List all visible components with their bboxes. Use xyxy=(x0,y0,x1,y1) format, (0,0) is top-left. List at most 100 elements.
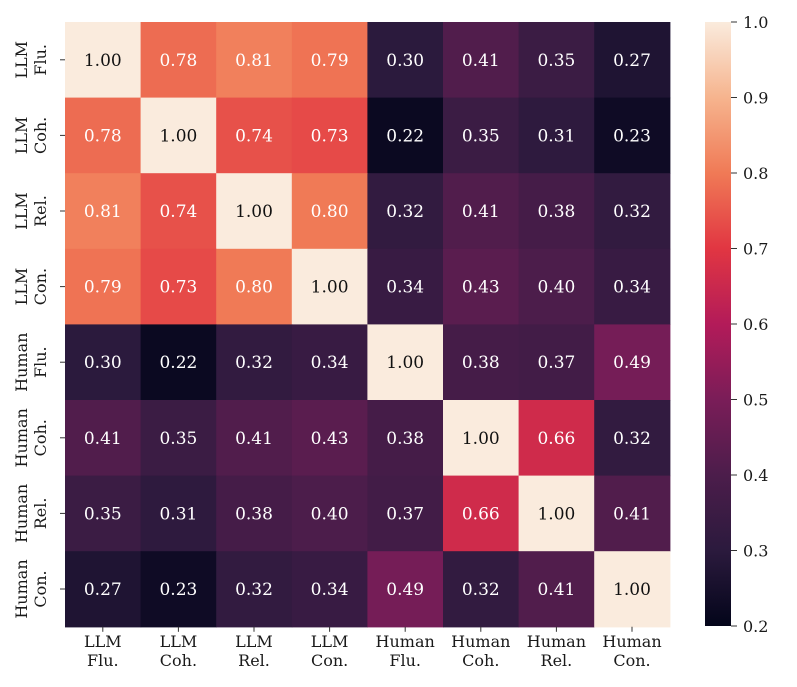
cell-value-label: 0.31 xyxy=(537,126,575,146)
heatmap-cell xyxy=(65,324,142,401)
cell-value-label: 0.80 xyxy=(235,278,273,298)
heatmap-cell xyxy=(443,475,520,552)
cell-value-label: 0.79 xyxy=(311,51,349,71)
cell-value-label: 0.34 xyxy=(311,580,349,600)
colorbar-tick-label: 0.2 xyxy=(743,617,768,636)
cell-value-label: 0.43 xyxy=(311,429,349,449)
heatmap-cell xyxy=(518,551,595,628)
column-tick-label: Human Con. xyxy=(602,632,661,670)
heatmap-cell xyxy=(291,475,368,552)
heatmap-cell xyxy=(291,400,368,477)
heatmap-cell xyxy=(518,248,595,325)
cell-value-label: 1.00 xyxy=(613,580,651,600)
heatmap-cell xyxy=(594,97,671,174)
cell-value-label: 0.38 xyxy=(537,202,575,222)
cell-value-label: 0.66 xyxy=(462,504,500,524)
colorbar-tick-label: 0.3 xyxy=(743,542,768,561)
cell-value-label: 0.81 xyxy=(235,51,273,71)
heatmap-cell xyxy=(140,551,217,628)
cell-value-label: 0.73 xyxy=(311,126,349,146)
cell-value-label: 1.00 xyxy=(386,353,424,373)
heatmap-cell xyxy=(443,22,520,99)
heatmap-cell xyxy=(518,400,595,477)
cell-value-label: 0.23 xyxy=(613,126,651,146)
cell-value-label: 0.73 xyxy=(159,278,197,298)
heatmap-cell xyxy=(65,400,142,477)
heatmap-cell xyxy=(291,22,368,99)
heatmap-cell xyxy=(65,173,142,250)
colorbar-tick-label: 0.9 xyxy=(743,89,768,108)
heatmap-cell xyxy=(443,551,520,628)
colorbar-tick-label: 0.6 xyxy=(743,315,768,334)
heatmap-cell xyxy=(65,475,142,552)
heatmap-cell xyxy=(518,475,595,552)
cell-value-label: 0.81 xyxy=(84,202,122,222)
cell-value-label: 1.00 xyxy=(462,429,500,449)
cell-value-label: 0.34 xyxy=(386,278,424,298)
cell-value-label: 0.27 xyxy=(84,580,122,600)
heatmap-cell xyxy=(518,22,595,99)
heatmap-cell xyxy=(140,173,217,250)
colorbar-tick-label: 1.0 xyxy=(743,13,768,32)
colorbar-gradient xyxy=(705,22,731,626)
heatmap-cell xyxy=(65,248,142,325)
column-tick-label: LLM Coh. xyxy=(160,632,198,670)
cell-value-label: 0.34 xyxy=(311,353,349,373)
row-tick-label: LLMCoh. xyxy=(12,117,50,155)
heatmap-cell xyxy=(291,324,368,401)
cell-value-label: 0.41 xyxy=(235,429,273,449)
cell-value-label: 0.40 xyxy=(537,278,575,298)
heatmap-cell xyxy=(291,248,368,325)
cell-value-label: 0.32 xyxy=(462,580,500,600)
cell-value-label: 0.79 xyxy=(84,278,122,298)
cell-value-label: 1.00 xyxy=(84,51,122,71)
cell-value-label: 0.41 xyxy=(537,580,575,600)
cell-value-label: 1.00 xyxy=(311,278,349,298)
heatmap-cell xyxy=(216,551,293,628)
heatmap-cell xyxy=(291,97,368,174)
cell-value-label: 0.41 xyxy=(462,51,500,71)
heatmap-cell xyxy=(65,97,142,174)
heatmap-cell xyxy=(367,97,444,174)
column-tick-labels: LLM Flu. LLM Coh. LLM Rel. LLM Con. Human Flu. Hum… xyxy=(84,626,662,670)
heatmap-cell xyxy=(594,475,671,552)
heatmap-cell xyxy=(594,248,671,325)
cell-value-label: 0.22 xyxy=(386,126,424,146)
row-tick-label: HumanRel. xyxy=(12,484,50,543)
cell-value-label: 0.41 xyxy=(613,504,651,524)
cell-value-label: 0.35 xyxy=(84,504,122,524)
cell-value-label: 0.37 xyxy=(537,353,575,373)
heatmap-cell xyxy=(367,475,444,552)
heatmap-cell xyxy=(518,173,595,250)
cell-value-label: 0.38 xyxy=(235,504,273,524)
row-tick-label: HumanCoh. xyxy=(12,408,50,467)
heatmap-cell xyxy=(216,475,293,552)
cell-value-label: 0.74 xyxy=(159,202,197,222)
row-tick-label: LLMCon. xyxy=(12,268,50,306)
heatmap-cell xyxy=(443,324,520,401)
cell-value-label: 0.23 xyxy=(159,580,197,600)
cell-value-label: 0.40 xyxy=(311,504,349,524)
cell-value-label: 0.38 xyxy=(386,429,424,449)
heatmap-cell xyxy=(443,400,520,477)
column-tick-label: Human Flu. xyxy=(376,632,435,670)
colorbar-tick-label: 0.4 xyxy=(743,466,768,485)
cell-value-label: 0.32 xyxy=(235,580,273,600)
heatmap-cell xyxy=(216,400,293,477)
column-tick-label: LLM Rel. xyxy=(235,632,273,670)
heatmap-cell xyxy=(367,248,444,325)
cell-value-label: 0.74 xyxy=(235,126,273,146)
cell-value-label: 0.80 xyxy=(311,202,349,222)
heatmap-cell xyxy=(594,400,671,477)
heatmap-cell xyxy=(367,324,444,401)
heatmap-cell xyxy=(367,22,444,99)
heatmap-cell xyxy=(443,173,520,250)
colorbar: 0.2 0.3 0.4 0.5 0.6 0.7 0.8 0.9 1.0 xyxy=(705,13,768,636)
heatmap-cell xyxy=(291,173,368,250)
heatmap-cell xyxy=(518,97,595,174)
cell-value-label: 0.66 xyxy=(537,429,575,449)
cell-value-label: 0.32 xyxy=(386,202,424,222)
cell-value-label: 0.49 xyxy=(386,580,424,600)
cell-value-label: 0.35 xyxy=(537,51,575,71)
